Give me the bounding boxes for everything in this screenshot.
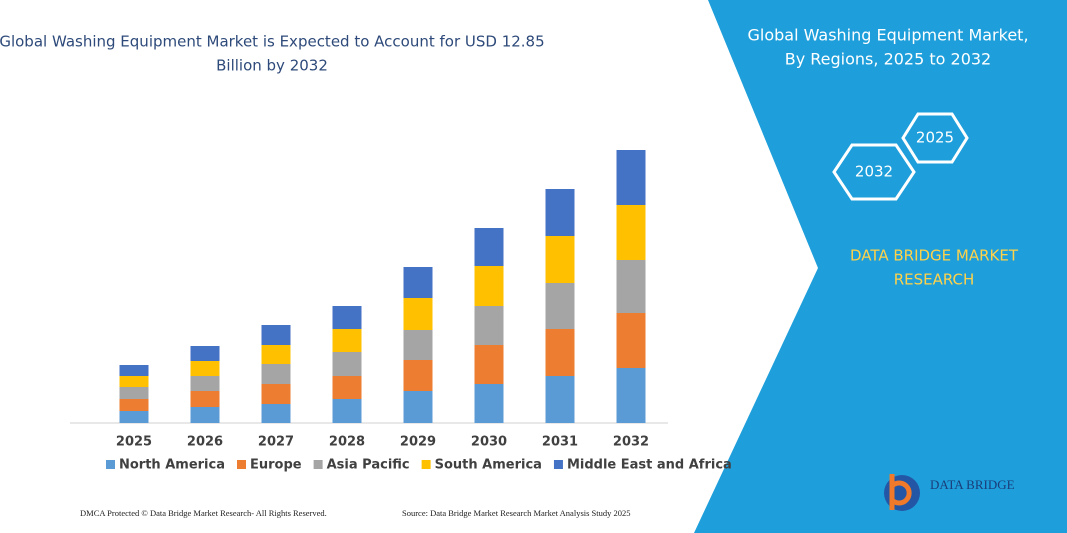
- x-tick-label: 2028: [329, 435, 365, 450]
- bar-segment: [616, 368, 646, 423]
- bar-segment: [190, 361, 220, 376]
- hexagon: [832, 143, 916, 201]
- bar-segment: [332, 329, 362, 352]
- bar-segment: [332, 376, 362, 399]
- bar-segment: [545, 283, 575, 329]
- bar-segment: [616, 205, 646, 260]
- legend-label: Middle East and Africa: [567, 458, 732, 473]
- bar-segment: [119, 365, 149, 376]
- bar-segment: [403, 267, 433, 298]
- bar-segment: [190, 391, 220, 407]
- bar-segment: [616, 313, 646, 368]
- logo-mark: [884, 475, 920, 511]
- logo: DATA BRIDGE: [884, 474, 1015, 511]
- side-panel: [694, 0, 1067, 533]
- legend-label: South America: [435, 458, 542, 473]
- legend-swatch: [553, 460, 563, 469]
- bar-segment: [616, 260, 646, 313]
- bar-segment: [545, 236, 575, 283]
- legend-swatch: [106, 460, 115, 469]
- bar-segment: [545, 376, 575, 423]
- bar-segment: [190, 376, 220, 391]
- footer-right: Source: Data Bridge Market Research Mark…: [402, 508, 631, 518]
- bar-segment: [403, 360, 433, 391]
- bar-segment: [474, 384, 504, 423]
- panel-title: By Regions, 2025 to 2032: [785, 50, 991, 69]
- bar-segment: [261, 384, 291, 404]
- bar-segment: [545, 329, 575, 376]
- bar-segment: [261, 345, 291, 364]
- logo-text: DATA BRIDGE: [930, 477, 1015, 492]
- x-tick-label: 2029: [400, 435, 436, 450]
- bar-segment: [403, 298, 433, 330]
- legend-swatch: [313, 460, 323, 469]
- chart-title: Billion by 2032: [216, 57, 328, 75]
- bar-segment: [474, 306, 504, 345]
- footer-left: DMCA Protected © Data Bridge Market Rese…: [80, 508, 327, 518]
- x-tick-label: 2031: [542, 435, 578, 450]
- x-tick-label: 2025: [116, 435, 152, 450]
- brand: DATA BRIDGE MARKET: [850, 247, 1019, 265]
- x-tick-label: 2027: [258, 435, 294, 450]
- bar-segment: [261, 364, 291, 384]
- bar-segment: [545, 189, 575, 236]
- bar-segment: [616, 150, 646, 205]
- logo-mark: [889, 474, 912, 510]
- legend-swatch: [421, 460, 431, 469]
- legend-label: North America: [119, 458, 225, 473]
- bar-segment: [119, 399, 149, 411]
- brand: RESEARCH: [894, 271, 975, 289]
- bar-segment: [190, 346, 220, 361]
- x-tick-label: 2026: [187, 435, 223, 450]
- bar-segment: [474, 345, 504, 384]
- bar-segment: [332, 306, 362, 329]
- chart-title: Global Washing Equipment Market is Expec…: [0, 33, 545, 51]
- bar-segment: [119, 411, 149, 423]
- bar-segment: [119, 387, 149, 399]
- legend-label: Asia Pacific: [327, 458, 410, 473]
- panel-title: Global Washing Equipment Market,: [747, 26, 1028, 45]
- bar-segment: [474, 266, 504, 306]
- x-tick-label: 2030: [471, 435, 507, 450]
- bar-segment: [261, 404, 291, 423]
- legend-label: Europe: [250, 458, 302, 473]
- bar-segment: [332, 399, 362, 423]
- bar-segment: [190, 407, 220, 423]
- hex-label: 2032: [855, 163, 893, 181]
- bar-segment: [261, 325, 291, 345]
- bar-segment: [403, 330, 433, 360]
- hexagon: [901, 112, 969, 164]
- hex-label: 2025: [916, 129, 954, 147]
- bar-segment: [474, 228, 504, 266]
- bar-segment: [332, 352, 362, 376]
- x-tick-label: 2032: [613, 435, 649, 450]
- legend-swatch: [237, 460, 246, 469]
- bar-segment: [119, 376, 149, 387]
- bar-segment: [403, 391, 433, 423]
